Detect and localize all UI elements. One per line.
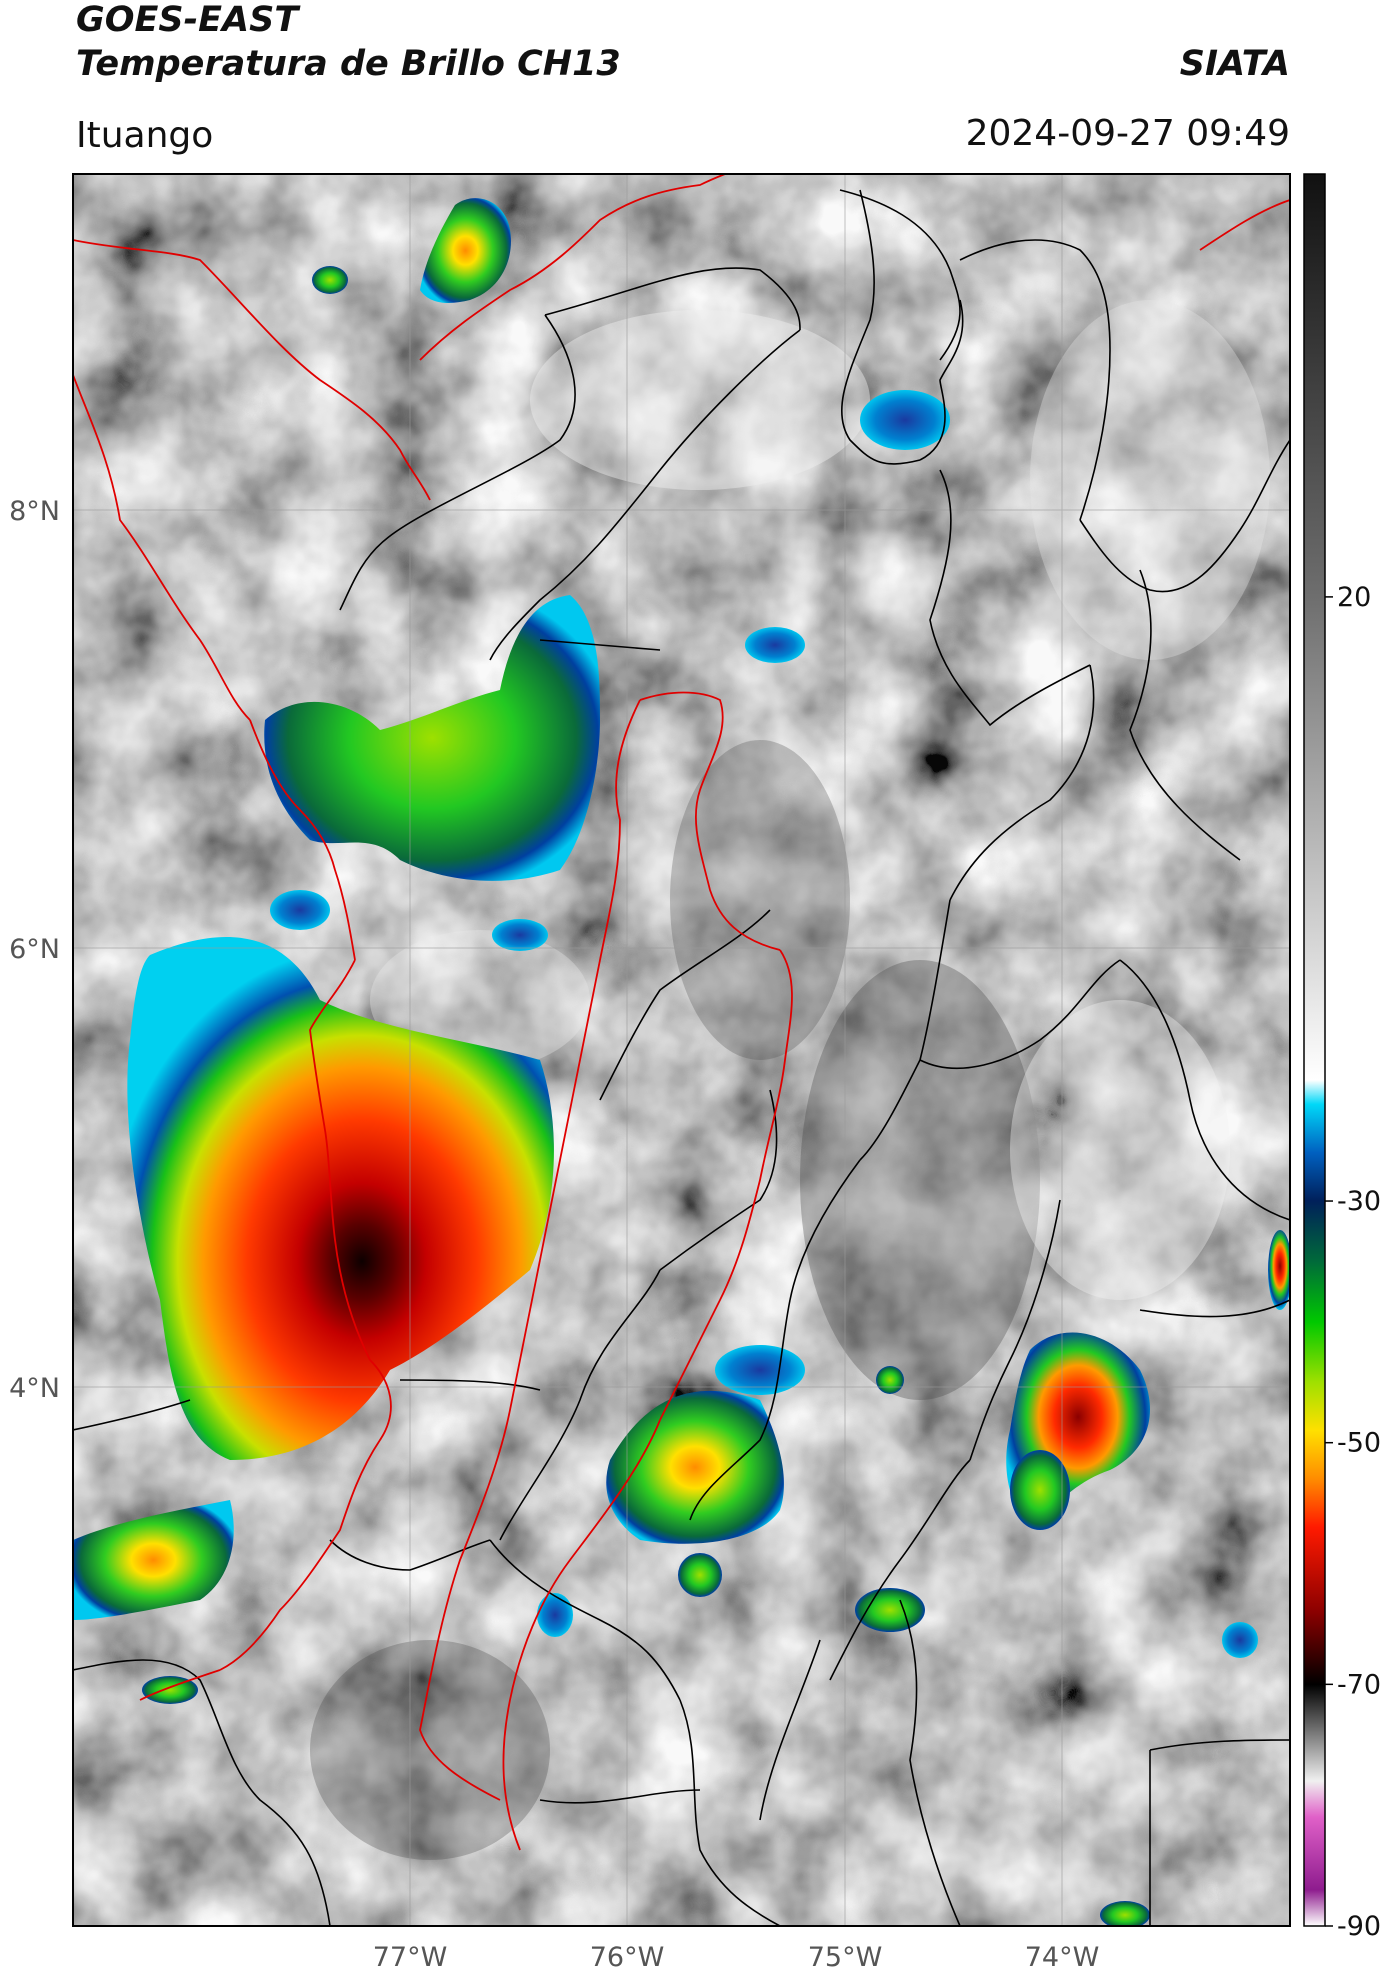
lat-label-6n: 6°N (9, 934, 60, 965)
lat-label-8n: 8°N (9, 496, 60, 527)
longitude-labels: 77°W 76°W 75°W 74°W (373, 1942, 1100, 1973)
colorbar-tick-label: 20 (1337, 582, 1371, 613)
colorbar-frame (1303, 173, 1326, 1927)
lon-label-76w: 76°W (590, 1942, 665, 1973)
colorbar-ramp (1304, 174, 1325, 1926)
satellite-title: GOES-EAST (76, 0, 299, 40)
timestamp-label: 2024-09-27 09:49 (965, 113, 1290, 154)
coastline-borders (73, 174, 1290, 1851)
storm-uraba (264, 595, 600, 881)
colorbar-ticks: 20 -30 -50 -70 -90 (1325, 582, 1381, 1942)
colorbar-tick-label: -90 (1337, 1911, 1381, 1942)
lon-label-75w: 75°W (808, 1942, 883, 1973)
storm-small-cells (142, 390, 1290, 1926)
latitude-labels: 8°N 6°N 4°N (9, 496, 60, 1404)
product-title: Temperatura de Brillo CH13 (76, 44, 621, 84)
brand-label: SIATA (1179, 44, 1290, 84)
map-canvas (73, 174, 1290, 1926)
map-frame (72, 173, 1291, 1927)
location-label: Ituango (76, 115, 214, 156)
colorbar: 20 -30 -50 -70 -90 (1303, 173, 1381, 1942)
colorbar-tick-label: -70 (1337, 1669, 1381, 1700)
storm-north (312, 198, 511, 303)
colorbar-tick-label: -30 (1337, 1186, 1381, 1217)
lat-label-4n: 4°N (9, 1373, 60, 1404)
storm-tolima (606, 1390, 784, 1544)
storm-pacific (73, 1500, 234, 1620)
lon-label-74w: 74°W (1025, 1942, 1100, 1973)
admin-borders (73, 189, 1290, 1926)
colorbar-tick-label: -50 (1337, 1428, 1381, 1459)
lon-label-77w: 77°W (373, 1942, 448, 1973)
storm-choco-sur (127, 936, 554, 1460)
